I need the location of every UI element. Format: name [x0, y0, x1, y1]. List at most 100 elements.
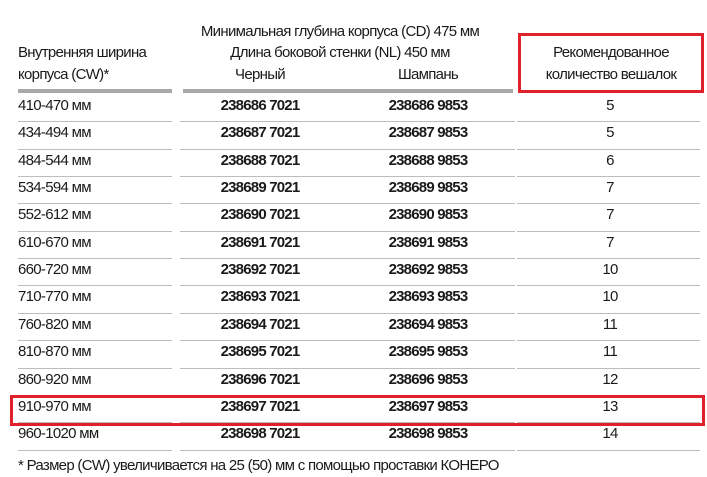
count-header-highlight — [518, 33, 704, 93]
row-divider — [180, 176, 515, 178]
row-black-code: 238698 7021 — [220, 425, 301, 443]
row-champagne-code: 238693 9853 — [388, 288, 469, 306]
row-champagne-code: 238687 9853 — [388, 124, 469, 142]
row-divider — [18, 176, 172, 178]
header-divider — [18, 89, 172, 93]
side-wall-header: Длина боковой стенки (NL) 450 мм — [230, 44, 450, 61]
row-divider — [180, 203, 515, 205]
row-divider — [517, 422, 700, 424]
row-count: 11 — [602, 315, 618, 333]
row-black-code: 238694 7021 — [220, 315, 301, 333]
row-width: 484-544 мм — [18, 151, 92, 169]
width-header-line1: Внутренняя ширина — [18, 44, 147, 61]
row-champagne-code: 238697 9853 — [388, 397, 469, 415]
row-divider — [18, 312, 172, 314]
row-black-code: 238695 7021 — [220, 343, 301, 361]
row-count: 14 — [602, 425, 618, 443]
row-champagne-code: 238686 9853 — [388, 97, 469, 114]
champagne-header: Шампань — [397, 66, 459, 83]
row-black-code: 238689 7021 — [220, 179, 301, 197]
row-divider — [180, 230, 515, 232]
row-count: 5 — [606, 124, 614, 142]
row-divider — [180, 340, 515, 342]
row-count: 12 — [602, 370, 618, 388]
depth-header: Минимальная глубина корпуса (CD) 475 мм — [200, 23, 480, 40]
row-divider — [517, 148, 700, 150]
row-divider — [180, 258, 515, 260]
header-divider — [183, 89, 513, 93]
row-divider — [517, 340, 700, 342]
row-champagne-code: 238698 9853 — [388, 425, 469, 443]
row-width: 910-970 мм — [18, 397, 92, 415]
row-divider — [180, 449, 515, 451]
row-count: 7 — [606, 233, 614, 251]
row-divider — [517, 203, 700, 205]
width-header-line2: корпуса (CW)* — [18, 66, 109, 83]
row-champagne-code: 238691 9853 — [388, 233, 469, 251]
row-divider — [180, 422, 515, 424]
row-champagne-code: 238688 9853 — [388, 151, 469, 169]
row-black-code: 238696 7021 — [220, 370, 301, 388]
row-divider — [18, 230, 172, 232]
row-divider — [180, 312, 515, 314]
row-divider — [180, 148, 515, 150]
row-champagne-code: 238689 9853 — [388, 179, 469, 197]
row-black-code: 238686 7021 — [220, 97, 301, 114]
row-width: 410-470 мм — [18, 97, 92, 114]
row-black-code: 238692 7021 — [220, 261, 301, 279]
row-count: 10 — [602, 261, 618, 279]
row-count: 10 — [602, 288, 618, 306]
row-black-code: 238690 7021 — [220, 206, 301, 224]
row-highlight — [10, 394, 705, 427]
row-count: 7 — [606, 179, 614, 197]
row-count: 7 — [606, 206, 614, 224]
row-divider — [517, 121, 700, 123]
row-black-code: 238697 7021 — [220, 397, 301, 415]
row-divider — [180, 285, 515, 287]
row-count: 5 — [606, 97, 614, 114]
row-divider — [517, 258, 700, 260]
row-black-code: 238687 7021 — [220, 124, 301, 142]
row-divider — [180, 121, 515, 123]
row-black-code: 238693 7021 — [220, 288, 301, 306]
row-count: 13 — [602, 397, 618, 415]
row-divider — [180, 367, 515, 369]
row-count: 6 — [606, 151, 614, 169]
row-black-code: 238688 7021 — [220, 151, 301, 169]
row-champagne-code: 238696 9853 — [388, 370, 469, 388]
row-black-code: 238691 7021 — [220, 233, 301, 251]
row-width: 534-594 мм — [18, 179, 92, 197]
row-divider — [18, 148, 172, 150]
row-divider — [18, 422, 172, 424]
row-divider — [18, 285, 172, 287]
row-divider — [517, 285, 700, 287]
row-width: 810-870 мм — [18, 343, 92, 361]
row-divider — [18, 367, 172, 369]
row-divider — [517, 230, 700, 232]
black-header: Черный — [235, 66, 286, 83]
row-champagne-code: 238690 9853 — [388, 206, 469, 224]
row-champagne-code: 238695 9853 — [388, 343, 469, 361]
row-divider — [18, 258, 172, 260]
row-divider — [18, 449, 172, 451]
row-width: 710-770 мм — [18, 288, 92, 306]
row-width: 434-494 мм — [18, 124, 92, 142]
row-width: 610-670 мм — [18, 233, 92, 251]
row-divider — [517, 367, 700, 369]
row-champagne-code: 238694 9853 — [388, 315, 469, 333]
row-divider — [517, 312, 700, 314]
row-divider — [18, 121, 172, 123]
footnote: * Размер (CW) увеличивается на 25 (50) м… — [18, 457, 499, 474]
row-width: 760-820 мм — [18, 315, 92, 333]
count-header-line1: Рекомендованное — [553, 44, 669, 61]
row-count: 11 — [602, 343, 618, 361]
row-champagne-code: 238692 9853 — [388, 261, 469, 279]
row-divider — [517, 449, 700, 451]
row-divider — [18, 203, 172, 205]
row-divider — [517, 176, 700, 178]
count-header-line2: количество вешалок — [545, 66, 677, 83]
row-width: 660-720 мм — [18, 261, 92, 279]
row-width: 960-1020 мм — [18, 425, 99, 443]
row-width: 552-612 мм — [18, 206, 92, 224]
row-divider — [18, 340, 172, 342]
